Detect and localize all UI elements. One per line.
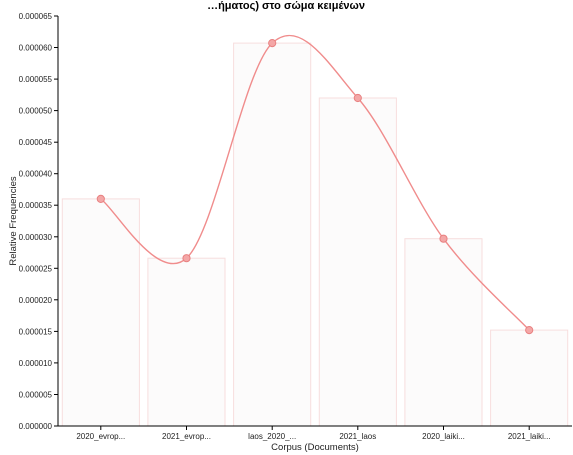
y-tick-label-1: 0.000005 — [19, 391, 53, 400]
y-axis-title: Relative Frequencies — [8, 176, 19, 265]
data-point-4 — [439, 234, 448, 243]
x-tick-label-5: 2021_laiki... — [508, 432, 551, 441]
bar-2 — [233, 42, 312, 427]
bar-1 — [147, 257, 226, 427]
y-tick-label-5: 0.000025 — [19, 264, 53, 273]
bars-layer — [61, 42, 569, 427]
y-tick-label-0: 0.000000 — [19, 422, 53, 431]
data-point-1 — [182, 254, 191, 263]
data-point-2 — [268, 39, 277, 48]
x-tick-label-1: 2021_evrop... — [162, 432, 211, 441]
y-tick-label-10: 0.000050 — [19, 107, 53, 116]
y-tick-label-12: 0.000060 — [19, 44, 53, 53]
data-point-5 — [525, 326, 534, 335]
y-tick-label-3: 0.000015 — [19, 327, 53, 336]
y-tick-label-9: 0.000045 — [19, 138, 53, 147]
x-tick-label-3: 2021_laos — [339, 432, 376, 441]
y-tick-label-8: 0.000040 — [19, 170, 53, 179]
points-layer — [96, 39, 534, 335]
data-point-0 — [96, 194, 105, 203]
y-tick-label-7: 0.000035 — [19, 201, 53, 210]
bar-0 — [61, 198, 140, 427]
y-axis-ticks: 0.000000 0.000005 0.000010 0.000015 0.000020… — [19, 12, 58, 431]
x-tick-label-2: laos_2020_... — [248, 432, 296, 441]
data-point-3 — [353, 93, 362, 103]
y-tick-label-11: 0.000055 — [19, 75, 53, 84]
x-tick-label-4: 2020_laiki... — [422, 432, 465, 441]
x-tick-label-0: 2020_evrop... — [76, 432, 125, 441]
y-tick-label-4: 0.000020 — [19, 296, 53, 305]
y-tick-label-13: 0.000065 — [19, 12, 53, 21]
x-axis-ticks: 2020_evrop... 2021_evrop... laos_2020_... 2… — [76, 426, 551, 441]
x-axis-title: Corpus (Documents) — [271, 442, 359, 453]
trend-line — [100, 34, 530, 331]
bar-3 — [318, 97, 397, 427]
y-tick-label-2: 0.000010 — [19, 359, 53, 368]
chart-title: …ήματος) στο σώμα κειμένων — [207, 0, 365, 12]
y-tick-label-6: 0.000030 — [19, 233, 53, 242]
bar-5 — [490, 329, 569, 427]
bar-4 — [404, 238, 483, 427]
